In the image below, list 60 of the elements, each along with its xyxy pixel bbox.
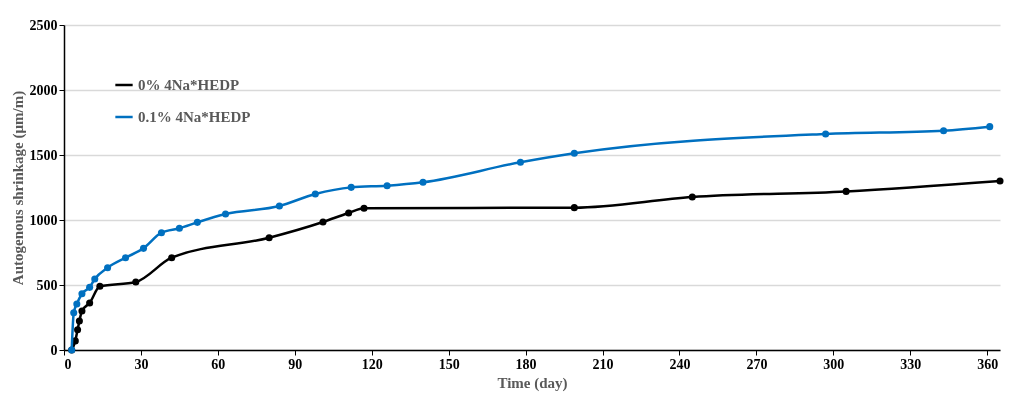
x-tick-label: 60: [211, 356, 226, 372]
x-tick-label: 330: [900, 356, 922, 372]
point: [74, 326, 82, 334]
point: [86, 283, 94, 291]
point: [157, 229, 165, 237]
point: [78, 290, 86, 298]
x-tick-label: 210: [592, 356, 614, 372]
point: [75, 317, 83, 325]
point: [275, 202, 283, 210]
point: [139, 244, 148, 252]
point: [175, 224, 183, 232]
point: [265, 234, 273, 242]
y-tick-label: 1000: [29, 212, 58, 228]
point: [570, 204, 578, 212]
point: [940, 127, 948, 135]
point: [70, 309, 78, 317]
y-axis-title: Autogenous shrinkage (μm/m): [9, 90, 27, 286]
x-tick-label: 30: [134, 356, 149, 372]
point: [570, 149, 578, 157]
point: [91, 275, 99, 283]
legend-label: 0.1% 4Na*HEDP: [138, 109, 251, 125]
y-tick-label: 500: [36, 277, 58, 293]
x-tick-label: 240: [669, 356, 691, 372]
point: [122, 254, 130, 262]
point: [104, 264, 112, 272]
point: [96, 282, 104, 290]
point: [688, 193, 696, 201]
x-axis-title: Time (day): [497, 374, 568, 392]
point: [345, 209, 353, 217]
x-tick-label: 300: [823, 356, 845, 372]
legend-label: 0% 4Na*HEDP: [138, 77, 240, 93]
x-tick-label: 360: [977, 356, 999, 372]
x-tick-label: 0: [64, 356, 72, 372]
x-tick-label: 90: [288, 356, 303, 372]
point: [347, 183, 355, 191]
point: [132, 278, 140, 286]
point: [311, 190, 319, 198]
point: [222, 210, 230, 218]
point: [822, 130, 830, 138]
y-tick-label: 2000: [29, 82, 58, 98]
x-tick-label: 120: [361, 356, 383, 372]
point: [168, 254, 176, 262]
point: [383, 182, 391, 190]
point: [86, 299, 94, 307]
x-tick-label: 150: [438, 356, 460, 372]
point: [78, 307, 86, 315]
point: [842, 187, 850, 195]
point: [73, 300, 81, 308]
point: [996, 177, 1004, 185]
point: [360, 204, 368, 212]
y-tick-label: 1500: [29, 147, 58, 163]
point: [516, 158, 524, 166]
y-tick-label: 0: [50, 342, 58, 358]
x-tick-label: 270: [746, 356, 768, 372]
point: [319, 218, 327, 226]
y-tick-label: 2500: [29, 17, 58, 33]
point: [419, 178, 427, 186]
x-tick-label: 180: [515, 356, 537, 372]
point: [193, 218, 201, 226]
point: [986, 123, 994, 131]
